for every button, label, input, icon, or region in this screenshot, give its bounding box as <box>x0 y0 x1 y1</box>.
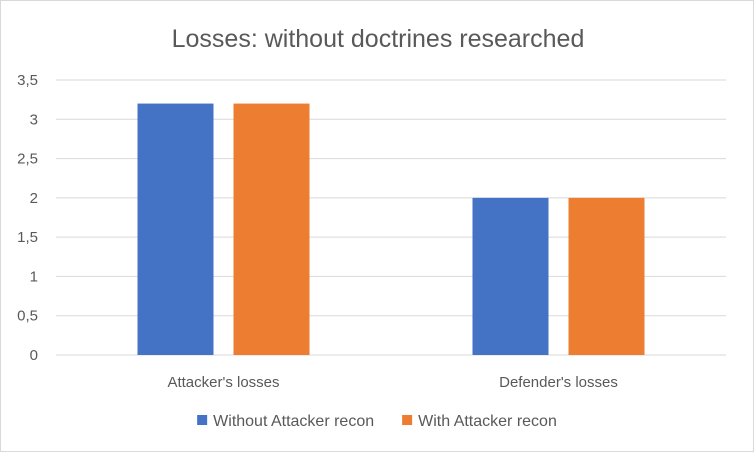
bar-with-recon-1 <box>568 197 645 355</box>
bar-without-recon-0 <box>137 103 214 355</box>
y-tick-label: 0,5 <box>17 308 38 325</box>
bars <box>137 103 645 355</box>
chart-title: Losses: without doctrines researched <box>172 25 585 53</box>
legend-swatch <box>197 415 208 425</box>
x-tick-label: Attacker's losses <box>167 374 279 391</box>
y-tick-label: 0 <box>30 347 38 364</box>
bar-with-recon-0 <box>233 103 310 355</box>
legend: Without Attacker recon With Attacker reco… <box>197 413 557 430</box>
y-tick-label: 1,5 <box>17 229 38 246</box>
y-tick-label: 3,5 <box>17 72 38 89</box>
legend-label: With Attacker recon <box>418 413 557 430</box>
legend-swatch <box>402 415 413 425</box>
y-tick-label: 2 <box>30 190 38 207</box>
y-tick-label: 3 <box>30 111 38 128</box>
bar-without-recon-1 <box>472 197 549 355</box>
x-tick-label: Defender's losses <box>499 374 618 391</box>
y-tick-label: 1 <box>30 268 38 285</box>
y-tick-label: 2,5 <box>17 151 38 168</box>
y-axis-ticks: 0 0,5 1 1,5 2 2,5 3 3,5 <box>17 72 38 364</box>
legend-label: Without Attacker recon <box>213 413 374 430</box>
x-axis-ticks: Attacker's losses Defender's losses <box>167 374 617 391</box>
